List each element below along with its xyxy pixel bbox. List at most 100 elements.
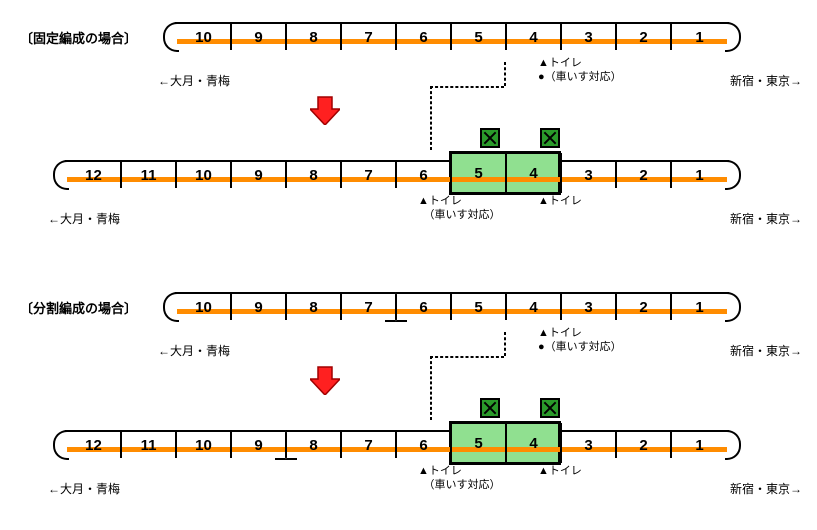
- train: 12 11 10 9 8 7 6 5 4 3 2 1: [65, 160, 729, 186]
- train-car: 9: [232, 162, 287, 188]
- green-car-highlight: [449, 421, 561, 465]
- toilet-note: ▲トイレ: [538, 464, 582, 478]
- train-car: 2: [617, 162, 672, 188]
- car-number: 10: [195, 299, 212, 316]
- train-car: 7: [342, 162, 397, 188]
- car-number: 3: [584, 167, 592, 184]
- green-car-icon: [480, 398, 500, 418]
- direction-right: 新宿・東京→: [730, 342, 802, 359]
- green-car-highlight: [449, 151, 561, 195]
- car-number: 12: [85, 167, 102, 184]
- direction-left: ←大月・青梅: [48, 210, 120, 227]
- train-car: 2: [617, 24, 672, 50]
- train-car: 3: [562, 162, 617, 188]
- car-number: 7: [364, 167, 372, 184]
- car-number: 3: [584, 29, 592, 46]
- train-car: 9: [232, 24, 287, 50]
- train-car: 7: [342, 432, 397, 458]
- car-number: 2: [639, 437, 647, 454]
- train-car: 10: [177, 24, 232, 50]
- section-label: 〔分割編成の場合〕: [20, 298, 137, 317]
- direction-left: ←大月・青梅: [48, 480, 120, 497]
- green-car-icon: [540, 128, 560, 148]
- train: 10 9 8 7 6 5 4 3 2 1: [175, 292, 729, 318]
- train-car: 11: [122, 162, 177, 188]
- train-car: 10: [177, 294, 232, 320]
- train-car: 7: [342, 294, 397, 320]
- train-car: 6: [397, 24, 452, 50]
- toilet-note: ▲トイレ （車いす対応）: [418, 464, 501, 493]
- car-number: 9: [254, 29, 262, 46]
- dash-line: [430, 356, 432, 420]
- car-number: 5: [474, 435, 482, 452]
- train-car: 5: [452, 24, 507, 50]
- train-car: 3: [562, 432, 617, 458]
- train-car: 1: [672, 432, 727, 458]
- dash-line: [504, 62, 506, 86]
- train-car: 2: [617, 294, 672, 320]
- car-number: 12: [85, 437, 102, 454]
- car-number: 4: [529, 29, 537, 46]
- train-car: 10: [177, 162, 232, 188]
- train-car: 10: [177, 432, 232, 458]
- car-number: 4: [529, 299, 537, 316]
- train: 12 11 10 9 8 76 5 4 3 2 1: [65, 430, 729, 456]
- car-number: 10: [195, 29, 212, 46]
- car-number: 2: [639, 29, 647, 46]
- direction-left: ←大月・青梅: [158, 342, 230, 359]
- formation-section: 〔固定編成の場合〕10987654321←大月・青梅新宿・東京→▲トイレ●（車い…: [0, 0, 817, 260]
- train-car: 6: [397, 294, 452, 320]
- train-car: 3: [562, 294, 617, 320]
- train-car: 4: [507, 24, 562, 50]
- car-number: 7: [364, 299, 372, 316]
- car-number: 4: [529, 435, 537, 452]
- car-number: 7: [364, 29, 372, 46]
- train-car: 1: [672, 294, 727, 320]
- car-number: 5: [474, 29, 482, 46]
- down-arrow-icon: [310, 365, 340, 395]
- car-number: 3: [584, 437, 592, 454]
- direction-right: 新宿・東京→: [730, 480, 802, 497]
- car-number: 8: [309, 167, 317, 184]
- car-number: 1: [695, 437, 703, 454]
- car-number: 6: [419, 167, 427, 184]
- train-car: 9: [232, 294, 287, 320]
- train-car: 5: [452, 294, 507, 320]
- car-number: 11: [141, 437, 157, 454]
- toilet-note: ▲トイレ: [538, 194, 582, 208]
- train-car: 6: [397, 432, 452, 458]
- toilet-note: ▲トイレ●（車いす対応）: [538, 56, 622, 85]
- green-car-icon: [480, 128, 500, 148]
- car-number: 9: [254, 299, 262, 316]
- train-car: 8: [287, 24, 342, 50]
- train-car: 1: [672, 24, 727, 50]
- car-number: 6: [419, 299, 427, 316]
- train-car: 8: [287, 162, 342, 188]
- car-number: 4: [529, 165, 537, 182]
- toilet-note: ▲トイレ （車いす対応）: [418, 194, 501, 223]
- car-number: 8: [309, 299, 317, 316]
- car-number: 10: [195, 167, 212, 184]
- car-number: 9: [254, 437, 262, 454]
- formation-section: 〔分割編成の場合〕10987654321←大月・青梅新宿・東京→▲トイレ●（車い…: [0, 270, 817, 530]
- train-car: 4: [507, 294, 562, 320]
- train-car: 3: [562, 24, 617, 50]
- car-number: 5: [474, 165, 482, 182]
- train-car: 6: [397, 162, 452, 188]
- train-car: 9: [232, 432, 287, 458]
- car-number: 1: [695, 167, 703, 184]
- train-car: 2: [617, 432, 672, 458]
- direction-right: 新宿・東京→: [730, 72, 802, 89]
- car-number: 2: [639, 167, 647, 184]
- direction-right: 新宿・東京→: [730, 210, 802, 227]
- car-number: 10: [195, 437, 212, 454]
- car-number: 8: [309, 437, 317, 454]
- train-car: 12: [67, 162, 122, 188]
- car-number: 1: [695, 299, 703, 316]
- dash-line: [504, 332, 506, 356]
- dash-line: [430, 86, 432, 150]
- train-car: 11: [122, 432, 177, 458]
- train-car: 7: [342, 24, 397, 50]
- car-number: 3: [584, 299, 592, 316]
- car-number: 11: [141, 167, 157, 184]
